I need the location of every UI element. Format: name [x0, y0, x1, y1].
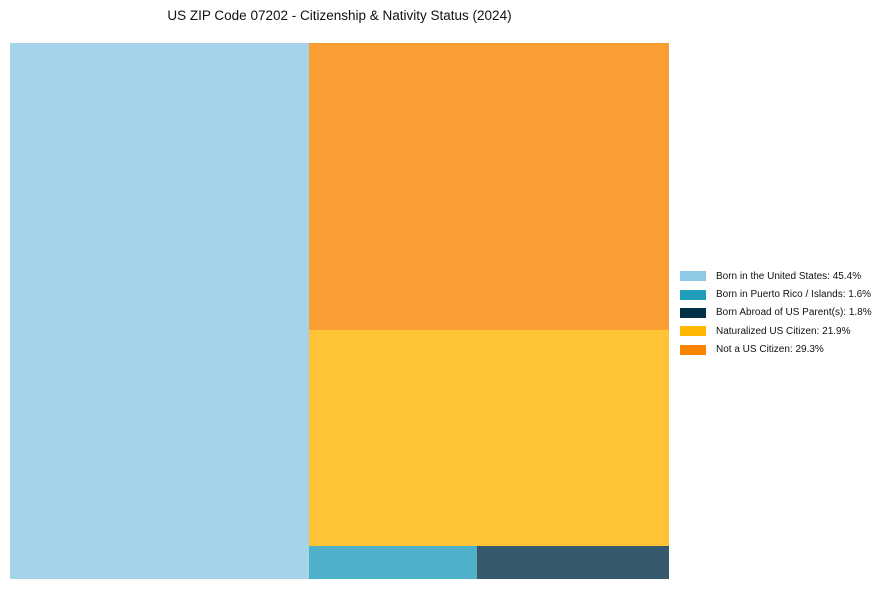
tile-born-puerto-rico[interactable]	[309, 546, 477, 579]
legend-item-not-us-citizen[interactable]: Not a US Citizen: 29.3%	[680, 341, 872, 359]
legend-item-born-in-us[interactable]: Born in the United States: 45.4%	[680, 267, 872, 285]
tile-naturalized-citizen[interactable]	[309, 330, 669, 546]
tile-born-abroad-us-parents[interactable]	[477, 546, 669, 579]
legend-label: Born Abroad of US Parent(s): 1.8%	[716, 307, 872, 319]
chart-title: US ZIP Code 07202 - Citizenship & Nativi…	[167, 8, 512, 23]
legend-label: Born in the United States: 45.4%	[716, 270, 862, 282]
legend-item-born-puerto-rico[interactable]: Born in Puerto Rico / Islands: 1.6%	[680, 285, 872, 303]
legend-swatch	[680, 344, 706, 355]
tile-not-us-citizen[interactable]	[309, 43, 669, 330]
legend: Born in the United States: 45.4% Born in…	[680, 267, 872, 359]
legend-swatch	[680, 307, 706, 318]
legend-label: Born in Puerto Rico / Islands: 1.6%	[716, 289, 872, 301]
tile-born-in-us[interactable]	[10, 43, 309, 579]
legend-swatch	[680, 289, 706, 300]
legend-label: Naturalized US Citizen: 21.9%	[716, 325, 851, 337]
legend-item-naturalized-citizen[interactable]: Naturalized US Citizen: 21.9%	[680, 322, 872, 340]
legend-swatch	[680, 271, 706, 282]
legend-item-born-abroad-us-parents[interactable]: Born Abroad of US Parent(s): 1.8%	[680, 304, 872, 322]
legend-label: Not a US Citizen: 29.3%	[716, 344, 824, 356]
treemap-plot-area	[10, 43, 669, 579]
legend-swatch	[680, 326, 706, 337]
